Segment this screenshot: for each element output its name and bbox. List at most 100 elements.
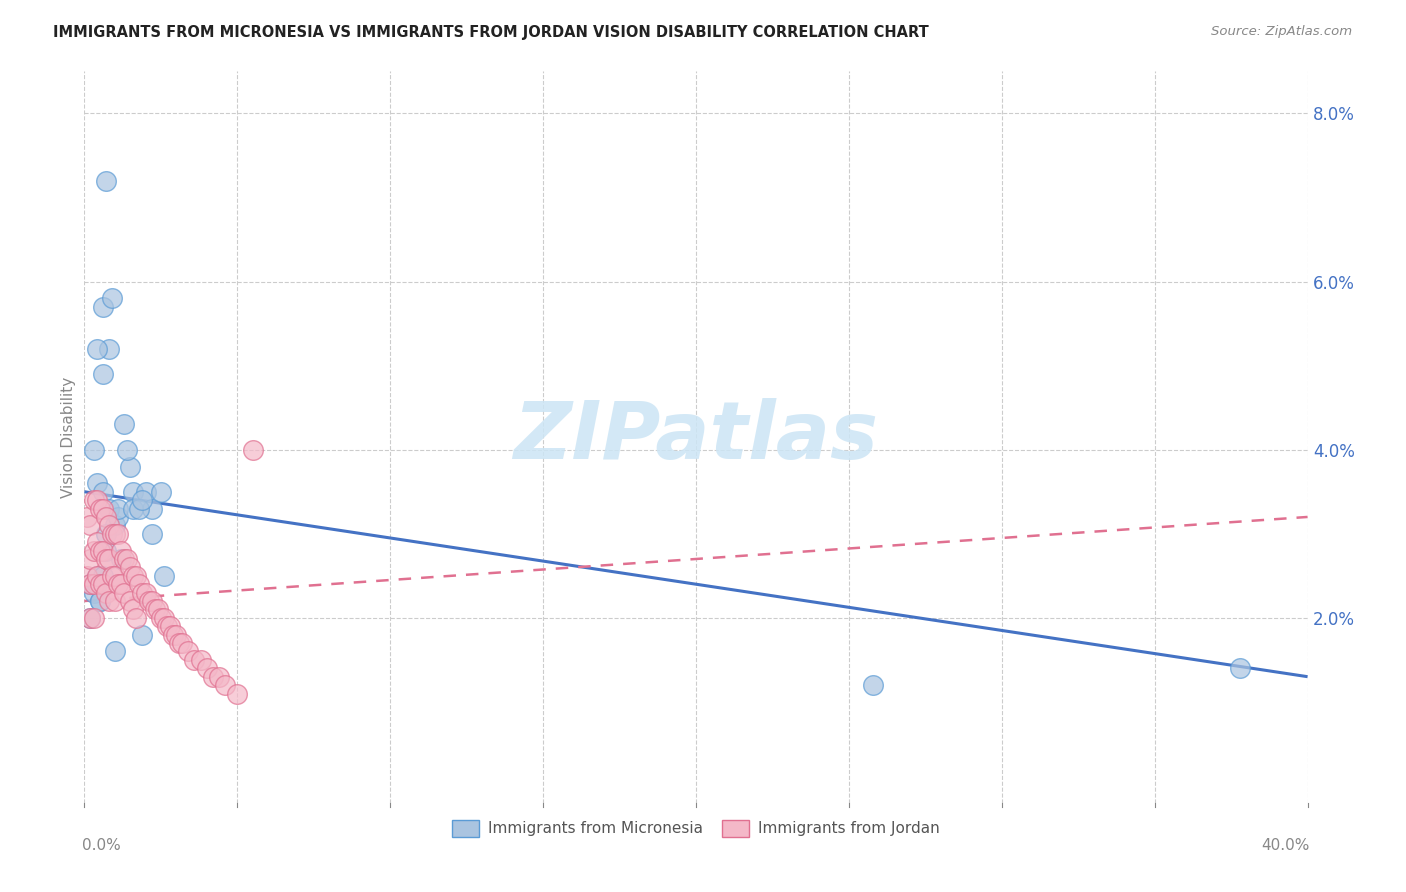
Point	[79, 577, 101, 591]
Point	[195, 661, 218, 675]
Point	[94, 510, 117, 524]
Point	[242, 442, 264, 457]
Point	[104, 594, 127, 608]
Point	[104, 518, 127, 533]
Point	[97, 501, 120, 516]
Point	[146, 602, 169, 616]
Point	[104, 526, 127, 541]
Point	[115, 442, 138, 457]
Point	[94, 526, 117, 541]
Point	[120, 459, 142, 474]
Point	[149, 611, 172, 625]
Point	[131, 627, 153, 641]
Point	[91, 484, 114, 499]
Point	[83, 611, 105, 625]
Point	[156, 619, 179, 633]
Point	[97, 594, 120, 608]
Point	[83, 585, 105, 599]
Point	[165, 627, 187, 641]
Point	[226, 686, 249, 700]
Point	[122, 569, 145, 583]
Point	[112, 417, 135, 432]
Point	[143, 602, 166, 616]
Point	[110, 552, 132, 566]
Point	[101, 526, 124, 541]
Point	[167, 636, 190, 650]
Point	[138, 594, 160, 608]
Point	[86, 476, 108, 491]
Point	[79, 552, 101, 566]
Point	[107, 510, 129, 524]
Point	[162, 627, 184, 641]
Point	[86, 569, 108, 583]
Point	[91, 300, 114, 314]
Point	[115, 552, 138, 566]
Point	[89, 594, 111, 608]
Point	[110, 543, 132, 558]
Point	[177, 644, 200, 658]
Point	[107, 577, 129, 591]
Point	[89, 501, 111, 516]
Text: 40.0%: 40.0%	[1261, 838, 1310, 853]
Point	[149, 484, 172, 499]
Legend: Immigrants from Micronesia, Immigrants from Jordan: Immigrants from Micronesia, Immigrants f…	[446, 814, 946, 843]
Text: Source: ZipAtlas.com: Source: ZipAtlas.com	[1212, 25, 1353, 38]
Point	[94, 552, 117, 566]
Point	[104, 569, 127, 583]
Point	[107, 501, 129, 516]
Point	[86, 535, 108, 549]
Point	[83, 493, 105, 508]
Point	[120, 594, 142, 608]
Point	[89, 543, 111, 558]
Point	[125, 569, 148, 583]
Point	[110, 577, 132, 591]
Point	[76, 569, 98, 583]
Point	[91, 543, 114, 558]
Point	[214, 678, 236, 692]
Point	[86, 569, 108, 583]
Point	[94, 585, 117, 599]
Point	[141, 594, 163, 608]
Point	[97, 518, 120, 533]
Point	[89, 577, 111, 591]
Point	[141, 501, 163, 516]
Point	[153, 611, 176, 625]
Point	[1229, 661, 1251, 675]
Point	[112, 585, 135, 599]
Point	[104, 644, 127, 658]
Point	[101, 291, 124, 305]
Text: ZIPatlas: ZIPatlas	[513, 398, 879, 476]
Point	[128, 501, 150, 516]
Point	[131, 585, 153, 599]
Point	[128, 577, 150, 591]
Point	[122, 484, 145, 499]
Point	[159, 619, 181, 633]
Point	[86, 577, 108, 591]
Point	[83, 577, 105, 591]
Point	[172, 636, 194, 650]
Point	[135, 585, 157, 599]
Text: 0.0%: 0.0%	[82, 838, 121, 853]
Point	[91, 569, 114, 583]
Point	[153, 569, 176, 583]
Point	[91, 501, 114, 516]
Point	[122, 501, 145, 516]
Point	[79, 611, 101, 625]
Point	[97, 552, 120, 566]
Point	[79, 611, 101, 625]
Point	[76, 510, 98, 524]
Point	[86, 342, 108, 356]
Point	[131, 493, 153, 508]
Point	[89, 594, 111, 608]
Point	[91, 577, 114, 591]
Point	[125, 611, 148, 625]
Point	[79, 577, 101, 591]
Point	[97, 342, 120, 356]
Point	[101, 569, 124, 583]
Point	[94, 543, 117, 558]
Point	[122, 602, 145, 616]
Y-axis label: Vision Disability: Vision Disability	[60, 376, 76, 498]
Point	[120, 560, 142, 574]
Point	[201, 670, 224, 684]
Point	[135, 484, 157, 499]
